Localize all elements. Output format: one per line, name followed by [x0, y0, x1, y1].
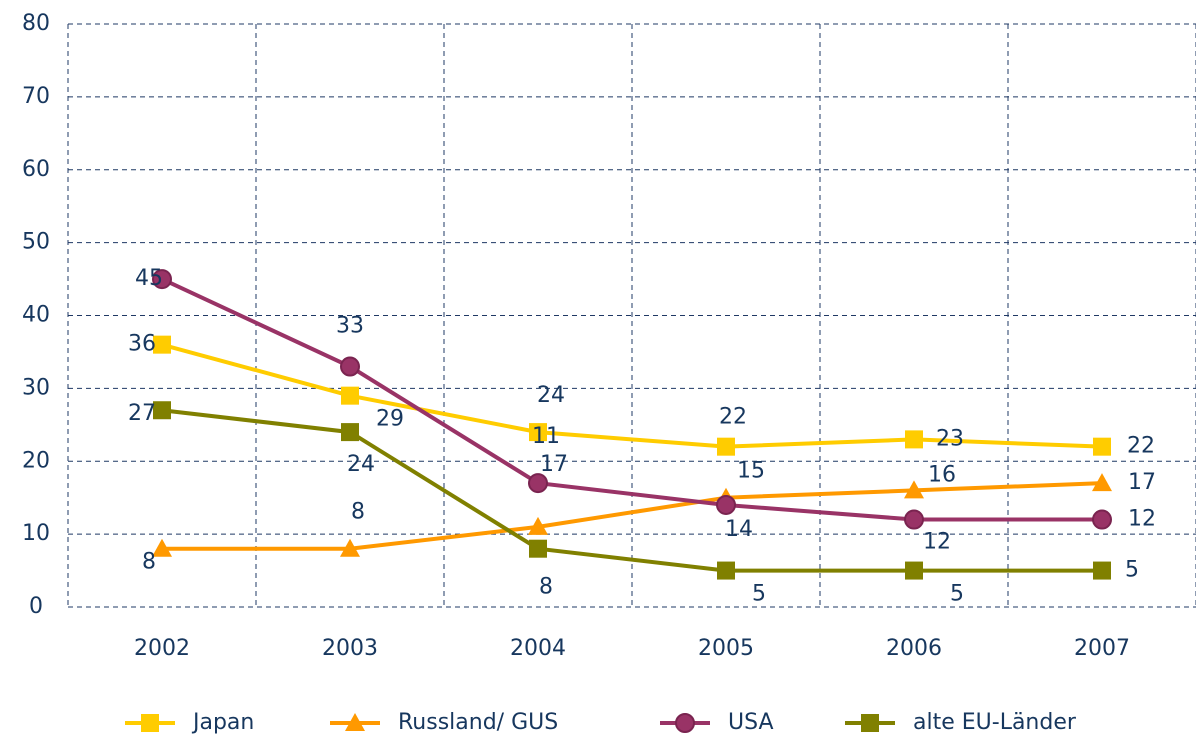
data-point — [340, 538, 360, 557]
data-label: 22 — [719, 405, 747, 430]
y-tick-label: 50 — [22, 230, 50, 255]
data-label: 33 — [336, 314, 364, 339]
data-point — [528, 473, 548, 494]
data-point — [529, 539, 547, 558]
y-tick-label: 30 — [22, 375, 50, 400]
data-label: 36 — [128, 332, 156, 357]
data-label: 29 — [376, 407, 404, 432]
data-point — [152, 269, 172, 290]
series-line — [161, 408, 1102, 573]
data-label: 5 — [1125, 558, 1139, 583]
legend-marker — [141, 714, 159, 732]
x-tick-label: 2004 — [510, 636, 566, 661]
data-point — [529, 423, 547, 442]
y-tick-label: 0 — [29, 594, 43, 619]
data-label: 14 — [725, 517, 753, 542]
data-point — [717, 561, 735, 580]
legend-label: Russland/ GUS — [398, 710, 558, 735]
y-tick-label: 70 — [22, 84, 50, 109]
data-point — [1093, 437, 1111, 456]
data-point — [340, 356, 360, 377]
data-label: 23 — [936, 426, 964, 451]
data-label: 5 — [752, 582, 766, 607]
data-point — [153, 401, 171, 420]
y-tick-label: 10 — [22, 521, 50, 546]
data-label: 16 — [928, 462, 956, 487]
legend-marker — [861, 714, 879, 732]
data-point — [717, 437, 735, 456]
legend-marker — [345, 713, 365, 731]
legend-label: Japan — [191, 710, 254, 735]
data-label: 5 — [950, 582, 964, 607]
x-tick-label: 2005 — [698, 636, 754, 661]
legend-marker — [675, 713, 695, 733]
data-point — [905, 430, 923, 449]
data-point — [1093, 561, 1111, 580]
data-label: 45 — [135, 266, 163, 291]
data-label: 15 — [737, 459, 765, 484]
x-tick-label: 2006 — [886, 636, 942, 661]
x-tick-label: 2002 — [134, 636, 190, 661]
legend-label: USA — [728, 710, 774, 735]
data-point — [905, 561, 923, 580]
data-label: 12 — [923, 530, 951, 555]
data-label: 22 — [1127, 434, 1155, 459]
y-tick-label: 20 — [22, 448, 50, 473]
y-tick-label: 80 — [22, 11, 50, 36]
data-label: 12 — [1128, 507, 1156, 532]
data-point — [153, 335, 171, 354]
data-point — [904, 509, 924, 530]
data-point — [152, 538, 172, 557]
data-label: 27 — [128, 401, 156, 426]
series-line — [161, 277, 1102, 522]
data-point — [904, 480, 924, 499]
data-point — [1092, 473, 1112, 492]
data-label: 8 — [351, 500, 365, 525]
data-point — [341, 386, 359, 405]
data-label: 24 — [347, 452, 375, 477]
data-label: 11 — [532, 424, 560, 449]
data-label: 24 — [537, 383, 565, 408]
data-point — [528, 516, 548, 535]
data-point — [341, 423, 359, 442]
y-tick-label: 60 — [22, 157, 50, 182]
data-point — [716, 494, 736, 515]
data-label: 17 — [540, 452, 568, 477]
data-point — [1092, 509, 1112, 530]
series-line — [162, 481, 1103, 551]
x-tick-label: 2003 — [322, 636, 378, 661]
x-tick-label: 2007 — [1074, 636, 1130, 661]
data-label: 8 — [539, 575, 553, 600]
data-label: 17 — [1128, 470, 1156, 495]
data-label: 8 — [142, 550, 156, 575]
legend-label: alte EU-Länder — [913, 710, 1077, 735]
y-tick-label: 40 — [22, 303, 50, 328]
series-line — [161, 342, 1103, 449]
